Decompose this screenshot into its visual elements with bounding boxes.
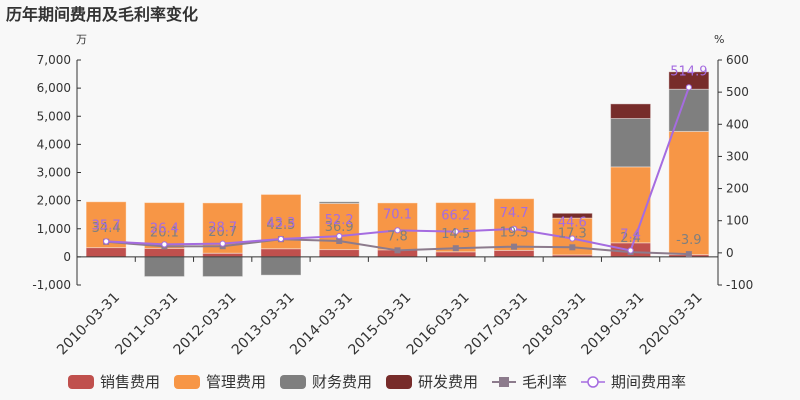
gross-margin-label: 17.3 — [558, 226, 587, 241]
legend-item-sales[interactable]: 销售费用 — [68, 373, 160, 391]
y-tick-label: 2,000 — [37, 194, 71, 208]
bar-sales — [493, 249, 535, 258]
expense-rate-label: 70.1 — [383, 207, 412, 222]
expense-rate-label: 514.9 — [670, 64, 707, 79]
bar-admin — [143, 202, 185, 249]
y-tick-label: 4,000 — [37, 137, 71, 151]
gross-margin-label: 36.9 — [325, 220, 354, 235]
bar-admin — [668, 130, 710, 256]
expense-rate-label: 52.2 — [325, 213, 354, 228]
bar-sales — [202, 252, 244, 258]
legend-label: 销售费用 — [100, 373, 160, 391]
chart-title: 历年期间费用及毛利率变化 — [6, 5, 198, 24]
bar-finance — [610, 118, 652, 168]
gross-margin-label: 19.3 — [500, 226, 529, 241]
bar-sales — [318, 249, 360, 258]
x-tick-label: 2020-03-31 — [637, 290, 706, 359]
expense-rate-label: 74.7 — [500, 206, 529, 221]
y-tick-label: 5,000 — [37, 109, 71, 123]
bar-admin — [610, 166, 652, 244]
y2-tick-label: 300 — [726, 149, 749, 163]
y2-tick-label: 500 — [726, 85, 749, 99]
y2-tick-label: 0 — [726, 246, 734, 260]
gross-margin-label: 7.8 — [387, 229, 408, 244]
bar-finance — [202, 256, 244, 278]
y2-tick-label: 400 — [726, 117, 749, 131]
legend-item-gross_margin[interactable]: 毛利率 — [492, 373, 567, 391]
bar-finance — [260, 256, 302, 276]
gross-margin-label: 2.4 — [620, 231, 641, 246]
y2-tick-label: -100 — [726, 278, 753, 292]
legend-label: 毛利率 — [522, 373, 567, 391]
y-tick-label: 0 — [63, 250, 71, 264]
bar-finance — [143, 256, 185, 278]
right-axis-unit: % — [714, 33, 724, 46]
legend-item-rnd[interactable]: 研发费用 — [386, 373, 478, 391]
gross-margin-label: 20.7 — [208, 225, 237, 240]
expense-rate-label: 66.2 — [441, 209, 470, 224]
bar-sales — [260, 248, 302, 258]
gross-margin-label: -3.9 — [676, 233, 701, 248]
bar-admin — [435, 202, 477, 253]
expense-rate-label: 28.7 — [208, 221, 237, 236]
y2-tick-label: 100 — [726, 214, 749, 228]
y-tick-label: 6,000 — [37, 81, 71, 95]
gross-margin-label: 20.1 — [150, 225, 179, 240]
gross-margin-label: 42.5 — [266, 218, 295, 233]
bar-sales — [143, 247, 185, 258]
expense-rate-label: 26.4 — [150, 221, 179, 236]
legend: 销售费用 管理费用 财务费用 研发费用 毛利率 期间费用率 — [68, 373, 686, 391]
plot-area: 7,000 6,000 5,000 4,000 3,000 2,000 1,000 0 -1,0… — [32, 53, 753, 358]
gross-margin-label: 14.5 — [441, 227, 470, 242]
bar-finance — [318, 201, 360, 204]
expense-rate-label: 7.4 — [620, 227, 641, 242]
expense-rate-label: 43.3 — [266, 216, 295, 231]
y-tick-label: 3,000 — [37, 166, 71, 180]
left-axis-unit: 万 — [76, 33, 87, 46]
bar-sales — [85, 247, 127, 258]
bar-rnd — [551, 212, 593, 219]
y2-tick-label: 200 — [726, 182, 749, 196]
y-tick-label: 7,000 — [37, 53, 71, 67]
y-tick-label: -1,000 — [32, 278, 71, 292]
bar-sales — [435, 251, 477, 258]
legend-label: 管理费用 — [206, 373, 266, 391]
bar-admin — [493, 198, 535, 251]
y2-tick-label: 600 — [726, 53, 749, 67]
gross-margin-label: 34.4 — [92, 221, 121, 236]
legend-item-expense_rate[interactable]: 期间费用率 — [581, 373, 686, 391]
bar-rnd — [610, 103, 652, 119]
legend-label: 财务费用 — [312, 373, 372, 391]
legend-item-finance[interactable]: 财务费用 — [280, 373, 372, 391]
y-tick-label: 1,000 — [37, 222, 71, 236]
bar-admin — [377, 202, 418, 251]
legend-label: 研发费用 — [418, 373, 478, 391]
legend-item-admin[interactable]: 管理费用 — [174, 373, 266, 391]
legend-label: 期间费用率 — [611, 373, 686, 391]
expense-rate-label: 35.7 — [92, 218, 121, 233]
expense-rate-label: 44.6 — [558, 216, 587, 231]
